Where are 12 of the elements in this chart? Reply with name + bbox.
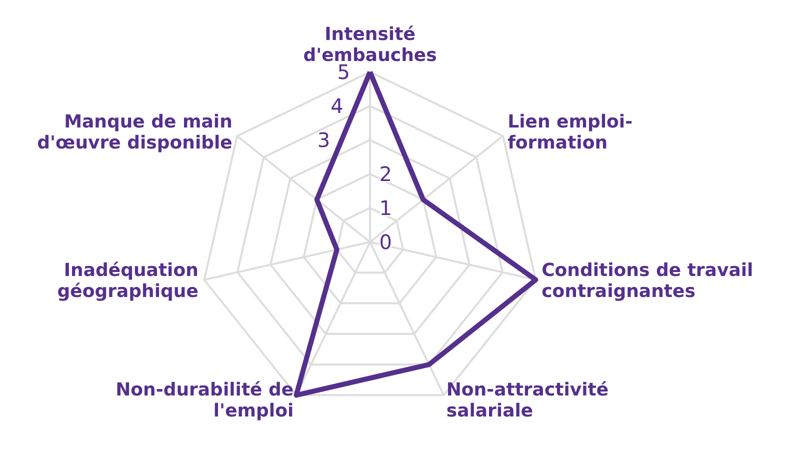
spoke-label: Conditions de travail contraignantes <box>542 260 754 302</box>
y-tick-label: 1 <box>379 196 392 220</box>
y-tick-label: 2 <box>379 162 392 186</box>
y-tick-label: 4 <box>330 94 344 118</box>
spoke-label: Non-durabilité de l'emploi <box>116 380 294 422</box>
spoke-label: Manque de main d'œuvre disponible <box>37 111 232 154</box>
y-tick-label: 3 <box>317 128 330 152</box>
spoke-label: Inadéquation géographique <box>57 260 198 302</box>
y-tick-label: 5 <box>337 60 350 84</box>
spoke-label: Non-attractivité salariale <box>446 380 609 422</box>
y-tick-label: 0 <box>379 230 392 254</box>
spoke-label: Lien emploi- formation <box>508 111 633 154</box>
